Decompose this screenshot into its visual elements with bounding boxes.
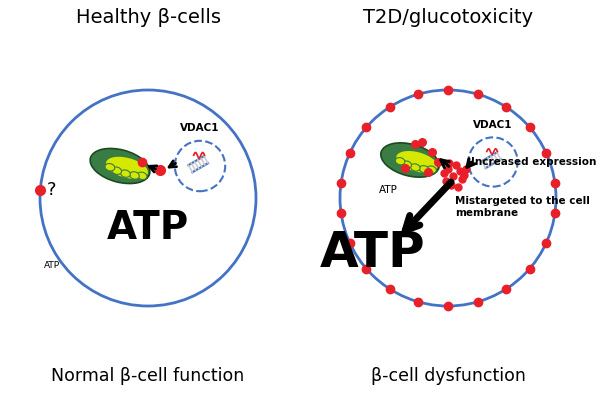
Ellipse shape — [105, 164, 115, 171]
Text: VDAC1: VDAC1 — [473, 120, 513, 130]
Text: Mistargeted to the cell
membrane: Mistargeted to the cell membrane — [455, 196, 590, 218]
Text: Healthy β-cells: Healthy β-cells — [76, 8, 221, 27]
Text: ATP: ATP — [107, 209, 189, 247]
Ellipse shape — [112, 167, 122, 174]
Text: T2D/glucotoxicity: T2D/glucotoxicity — [363, 8, 533, 27]
Ellipse shape — [130, 172, 139, 179]
Ellipse shape — [121, 170, 130, 177]
Ellipse shape — [381, 143, 439, 177]
Ellipse shape — [137, 172, 147, 179]
Ellipse shape — [395, 158, 405, 165]
Text: β-cell dysfunction: β-cell dysfunction — [371, 367, 526, 385]
Ellipse shape — [90, 148, 150, 183]
Ellipse shape — [410, 164, 420, 171]
Text: ATP: ATP — [44, 262, 60, 270]
Ellipse shape — [419, 166, 429, 173]
Ellipse shape — [106, 157, 148, 179]
Circle shape — [469, 137, 518, 187]
Ellipse shape — [396, 151, 437, 172]
Text: ATP: ATP — [379, 185, 397, 195]
Text: VDAC1: VDAC1 — [180, 123, 220, 133]
Text: ?: ? — [47, 181, 56, 199]
Ellipse shape — [402, 161, 412, 168]
Ellipse shape — [427, 166, 436, 173]
Text: Increased expression: Increased expression — [471, 157, 596, 167]
Circle shape — [40, 90, 256, 306]
Text: ATP: ATP — [320, 229, 426, 277]
Text: Normal β-cell function: Normal β-cell function — [52, 367, 245, 385]
Circle shape — [175, 141, 225, 191]
Circle shape — [340, 90, 556, 306]
